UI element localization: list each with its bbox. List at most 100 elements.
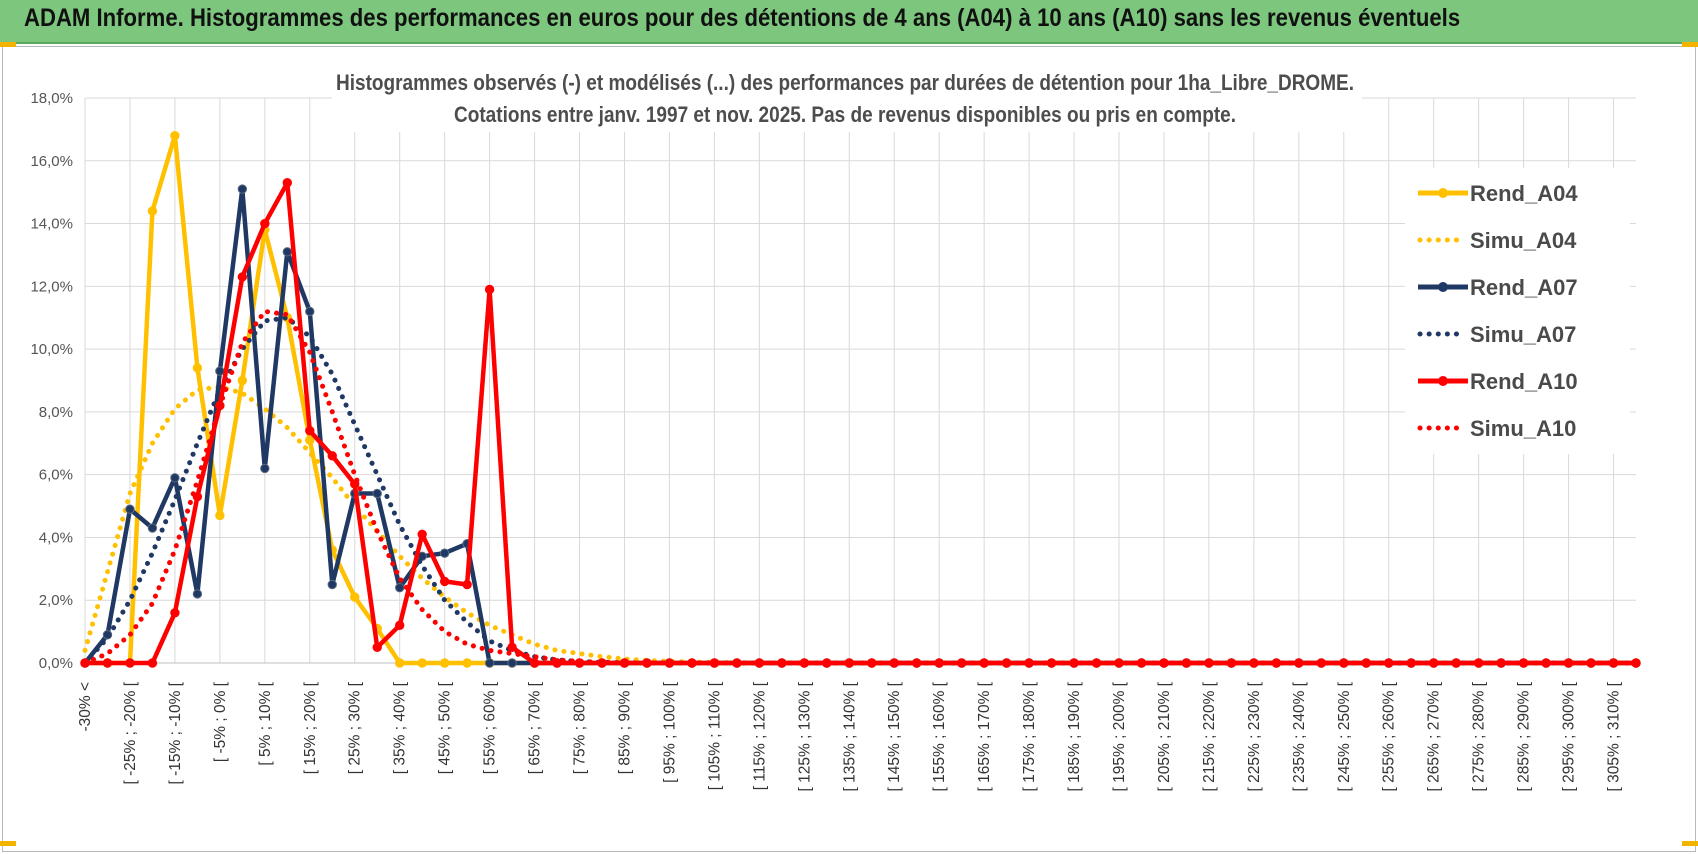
y-tick-label: 8,0%: [39, 404, 73, 421]
data-point-rend-a07: [147, 523, 158, 533]
y-tick-label: 2,0%: [39, 592, 73, 609]
data-point-rend-a07: [507, 658, 517, 668]
y-tick-label: 12,0%: [30, 278, 73, 295]
x-tick-label: [ 145% ; 150% [: [886, 681, 903, 791]
x-tick-label: [ 75% ; 80% [: [572, 681, 589, 774]
chart-frame: [2, 46, 1696, 852]
x-tick-label: [ 245% ; 250% [: [1336, 681, 1353, 791]
series-line-rend-a10: [85, 180, 1636, 666]
data-point-rend-a04: [439, 658, 450, 668]
data-point-rend-a07: [260, 463, 270, 474]
legend: Rend_A04 Simu_A04 Rend_A07 Simu_A07 Rend_A10…: [1405, 168, 1630, 454]
data-point-rend-a10: [462, 579, 472, 590]
data-point-rend-a10: [170, 608, 180, 618]
chart-title-line-1: Histogrammes observés (-) et modélisés (…: [336, 70, 1354, 95]
x-tick-label: -30% <: [77, 682, 94, 732]
x-tick-label: [ 105% ; 110% [: [706, 681, 723, 790]
x-tick-label: [ 95% ; 100% [: [661, 681, 678, 783]
legend-marker-rend-a04: [1438, 188, 1448, 198]
x-tick-label: [ -15% ; -10% [: [167, 681, 184, 784]
data-point-rend-a10: [282, 178, 293, 188]
x-tick-label: [ 275% ; 280% [: [1471, 681, 1488, 791]
data-point-rend-a07: [327, 579, 337, 590]
x-tick-label: [ 175% ; 180% [: [1021, 681, 1038, 791]
y-tick-label: 6,0%: [39, 467, 73, 484]
x-tick-label: [ 125% ; 130% [: [796, 681, 813, 791]
x-tick-label: [ 155% ; 160% [: [931, 681, 948, 791]
legend-label-simu-a10: Simu_A10: [1470, 416, 1576, 441]
data-point-rend-a07: [484, 658, 495, 668]
x-tick-label: [ 285% ; 290% [: [1516, 681, 1533, 791]
data-point-rend-a10: [327, 451, 337, 461]
data-point-rend-a07: [305, 306, 315, 317]
x-tick-label: [ 15% ; 20% [: [302, 681, 319, 774]
data-point-rend-a04: [305, 435, 315, 445]
x-tick-label: [ 35% ; 40% [: [392, 681, 409, 774]
data-point-rend-a10: [417, 529, 427, 540]
y-tick-label: 4,0%: [39, 529, 73, 546]
data-point-rend-a04: [462, 658, 472, 668]
data-point-rend-a10: [125, 658, 135, 668]
x-tick-label: [ -5% ; 0% [: [212, 681, 229, 762]
header-bar: ADAM Informe. Histogrammes des performan…: [0, 0, 1698, 44]
data-point-rend-a07: [394, 582, 405, 593]
y-axis-ticks: 0,0% 2,0% 4,0% 6,0% 8,0% 10,0% 12,0% 14,0% 16,0%…: [30, 90, 73, 672]
x-tick-label: [ 205% ; 210% [: [1156, 681, 1173, 791]
x-axis-ticks: -30% < [ -25% ; -20% [[ -15% ; -10% [[ -5…: [77, 681, 1623, 791]
y-tick-label: 10,0%: [30, 341, 73, 358]
data-point-rend-a04: [237, 375, 248, 386]
data-point-rend-a07: [215, 366, 225, 376]
data-point-rend-a10: [147, 658, 158, 668]
data-point-rend-a04: [170, 130, 180, 141]
x-tick-label: [ 65% ; 70% [: [527, 681, 544, 774]
x-tick-label: [ 85% ; 90% [: [616, 681, 633, 774]
x-tick-label: [ 45% ; 50% [: [437, 681, 454, 774]
data-point-rend-a04: [350, 592, 360, 602]
x-tick-label: [ 135% ; 140% [: [841, 681, 858, 791]
legend-background: [1405, 168, 1630, 454]
chart-title-line-2: Cotations entre janv. 1997 et nov. 2025.…: [454, 102, 1236, 127]
data-point-rend-a10: [102, 658, 113, 668]
series-line-rend-a07: [83, 186, 1636, 666]
data-point-rend-a10: [305, 426, 315, 436]
x-tick-label: [ 215% ; 220% [: [1201, 681, 1218, 791]
data-point-rend-a10: [394, 620, 405, 631]
x-tick-label: [ 25% ; 30% [: [347, 681, 364, 774]
data-point-rend-a04: [147, 206, 158, 216]
corner-accent-bottom-right: [1682, 841, 1698, 846]
data-point-rend-a07: [192, 589, 203, 599]
data-point-rend-a07: [125, 504, 135, 514]
data-point-rend-a07: [237, 184, 248, 194]
legend-label-simu-a07: Simu_A07: [1470, 322, 1576, 347]
legend-label-rend-a10: Rend_A10: [1470, 369, 1578, 394]
chart-title-background: [332, 62, 1362, 132]
data-point-rend-a10: [1631, 658, 1641, 668]
x-tick-label: [ 195% ; 200% [: [1111, 681, 1128, 791]
x-tick-label: [ 115% ; 120% [: [751, 681, 768, 790]
data-point-rend-a04: [417, 658, 427, 668]
x-tick-label: [ 235% ; 240% [: [1291, 681, 1308, 791]
data-point-rend-a04: [394, 658, 405, 668]
corner-accent-bottom-left: [0, 841, 16, 846]
corner-accent-top-left: [0, 42, 16, 47]
data-point-rend-a10: [529, 658, 540, 668]
y-tick-label: 14,0%: [30, 216, 73, 233]
data-point-rend-a10: [507, 642, 517, 653]
data-point-rend-a10: [372, 642, 382, 653]
x-tick-label: [ 225% ; 230% [: [1246, 681, 1263, 791]
legend-label-rend-a04: Rend_A04: [1470, 181, 1578, 206]
data-point-rend-a07: [439, 548, 450, 558]
data-point-rend-a07: [372, 488, 382, 499]
x-tick-label: [ 5% ; 10% [: [257, 681, 274, 765]
x-tick-label: [ 255% ; 260% [: [1381, 681, 1398, 791]
legend-label-rend-a07: Rend_A07: [1470, 275, 1578, 300]
data-point-rend-a04: [215, 510, 225, 521]
y-tick-label: 18,0%: [30, 90, 73, 107]
series: [80, 130, 1641, 668]
x-tick-label: [ 185% ; 190% [: [1066, 681, 1083, 791]
corner-accent-top-right: [1682, 42, 1698, 47]
x-tick-label: [ 165% ; 170% [: [976, 681, 993, 791]
data-point-rend-a10: [439, 576, 450, 587]
legend-label-simu-a04: Simu_A04: [1470, 228, 1577, 253]
